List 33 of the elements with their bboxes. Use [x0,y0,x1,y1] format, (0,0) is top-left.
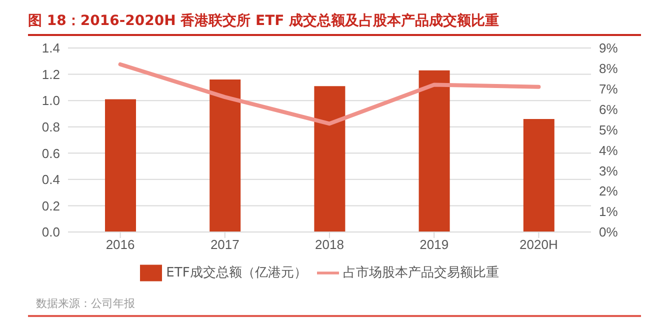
legend-label: 占市场股本产品交易额比重 [342,266,499,281]
bar [418,70,450,232]
chart-title: 图 18：2016-2020H 香港联交所 ETF 成交总额及占股本产品成交额比重 [27,12,500,31]
source-note: 数据来源：公司年报 [35,296,136,312]
y-tick-label: 0.4 [42,172,60,188]
bar [210,80,241,232]
bar [314,86,346,232]
y2-tick-label: 6% [599,102,618,117]
line-series [118,62,541,126]
y-tick-label: 0.8 [42,119,60,134]
y2-tick-label: 2% [599,184,618,199]
y2-tick-label: 9% [599,40,618,56]
y-tick-label: 1.4 [42,40,60,56]
y2-tick-label: 7% [599,82,618,97]
y-tick-label: 0.6 [42,146,60,161]
y-tick-label: 0.2 [42,198,60,214]
legend-label: ETF成交总额（亿港元） [166,266,307,281]
y-tick-label: 1.2 [42,66,60,82]
y2-tick-label: 0% [599,224,618,240]
bar [523,118,554,232]
bar [105,99,136,232]
y2-tick-label: 1% [599,204,618,220]
x-tick-label: 2016 [106,237,135,252]
y-tick-label: 0.0 [42,224,60,240]
x-tick-label: 2020H [520,237,558,252]
y-tick-label: 1.0 [42,93,60,108]
x-tick-label: 2017 [210,237,240,252]
y2-tick-label: 8% [599,61,618,76]
y2-tick-label: 5% [599,122,618,138]
y2-tick-label: 3% [599,163,618,178]
x-tick-label: 2018 [315,237,344,252]
x-tick-label: 2019 [420,237,449,252]
y2-tick-label: 4% [599,142,618,158]
